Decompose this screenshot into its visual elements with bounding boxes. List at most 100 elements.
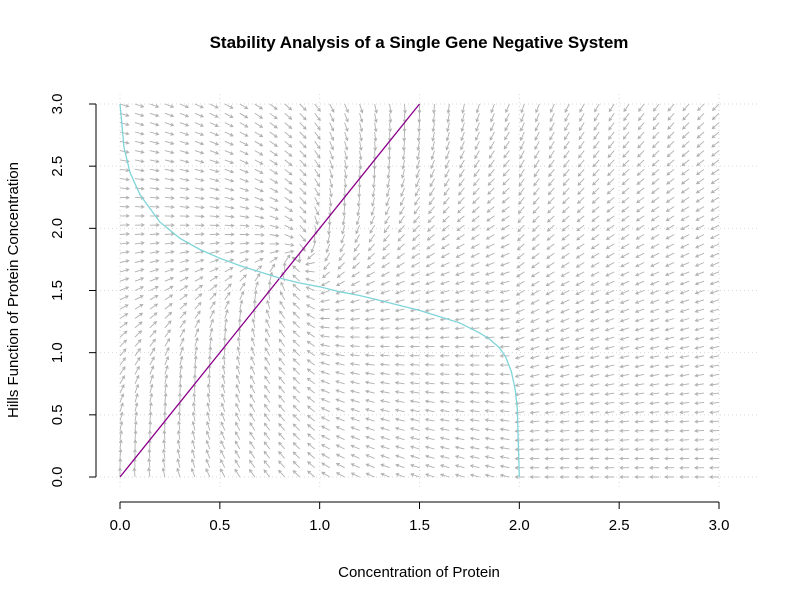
vector-arrow [284,178,293,185]
vector-arrow [239,282,246,291]
vector-arrow [664,280,675,286]
vector-arrow [455,262,465,267]
vector-arrow [425,280,435,286]
vector-arrow [380,435,390,441]
vector-arrow [163,401,168,412]
vector-arrow [133,439,138,450]
vector-arrow [234,459,241,468]
vector-arrow [694,271,705,276]
vector-arrow [634,438,645,443]
vector-arrow [235,430,241,440]
vector-arrow [364,380,375,385]
vector-arrow [574,410,585,415]
vector-arrow [367,243,375,252]
vector-arrow [134,150,145,154]
vector-arrow [529,355,540,360]
vector-arrow [278,432,286,440]
vector-arrow [414,187,420,197]
vector-arrow [425,252,435,259]
vector-arrow [132,467,137,478]
vector-arrow [306,396,315,403]
vector-arrow [179,159,190,164]
vector-arrow [369,224,375,234]
vector-arrow [395,262,405,268]
vector-arrow [545,280,555,287]
vector-arrow [269,131,278,138]
vector-arrow [224,205,235,210]
vector-arrow [534,122,540,132]
vector-arrow [179,346,184,356]
vector-arrow [239,178,250,183]
vector-arrow [472,187,480,196]
vector-arrow [621,168,630,177]
vector-arrow [460,131,465,142]
vector-arrow [342,206,347,217]
vector-arrow [425,262,435,268]
vector-arrow [134,232,145,236]
vector-arrow [589,345,600,351]
vector-arrow [709,308,720,313]
vector-arrow [379,426,390,431]
vector-arrow [401,169,405,179]
vector-arrow [279,310,286,319]
vector-arrow [280,281,286,291]
vector-arrow [637,113,645,122]
vector-arrow [709,336,720,341]
vector-arrow [224,187,235,192]
vector-arrow [469,299,480,304]
vector-arrow [385,206,391,216]
vector-arrow [292,339,301,347]
vector-arrow [349,353,360,357]
vector-arrow [209,178,220,183]
vector-arrow [666,178,675,185]
vector-arrow [341,215,346,226]
vector-arrow [359,113,364,123]
vector-arrow [607,168,615,177]
vector-arrow [194,122,205,127]
vector-arrow [373,113,378,124]
vector-arrow [649,475,660,479]
vector-arrow [291,256,300,263]
vector-arrow [119,357,126,366]
vector-arrow [224,112,234,118]
vector-arrow [379,353,390,358]
vector-arrow [394,399,405,404]
vector-arrow [254,178,264,184]
vector-arrow [591,234,600,241]
vector-arrow [561,215,570,223]
vector-arrow [634,401,645,406]
vector-arrow [224,168,235,174]
vector-arrow [164,122,175,127]
vector-arrow [386,159,391,170]
vector-arrow [352,252,360,261]
vector-arrow [350,398,360,403]
vector-arrow [680,206,690,212]
vector-arrow [485,252,495,258]
vector-arrow [292,302,301,310]
vector-arrow [164,168,175,173]
vector-arrow [514,429,525,433]
vector-arrow [679,456,690,461]
vector-arrow [500,243,510,249]
vector-arrow [299,159,307,168]
vector-arrow [319,316,330,321]
vector-arrow [320,397,330,403]
vector-arrow [163,411,167,422]
vector-arrow [710,215,720,221]
vector-arrow [530,308,540,314]
vector-arrow [164,329,171,338]
vector-arrow [694,392,705,396]
vector-arrow [470,243,480,249]
vector-arrow [194,241,205,245]
vector-arrow [621,178,630,186]
vector-arrow [220,449,226,459]
vector-arrow [709,373,720,378]
vector-arrow [619,327,630,332]
vector-arrow [299,243,306,252]
vector-arrow [164,250,175,254]
vector-arrow [682,112,690,121]
vector-arrow [335,389,345,394]
vector-arrow [499,344,510,349]
vector-arrow [499,436,510,441]
vector-arrow [284,249,295,254]
